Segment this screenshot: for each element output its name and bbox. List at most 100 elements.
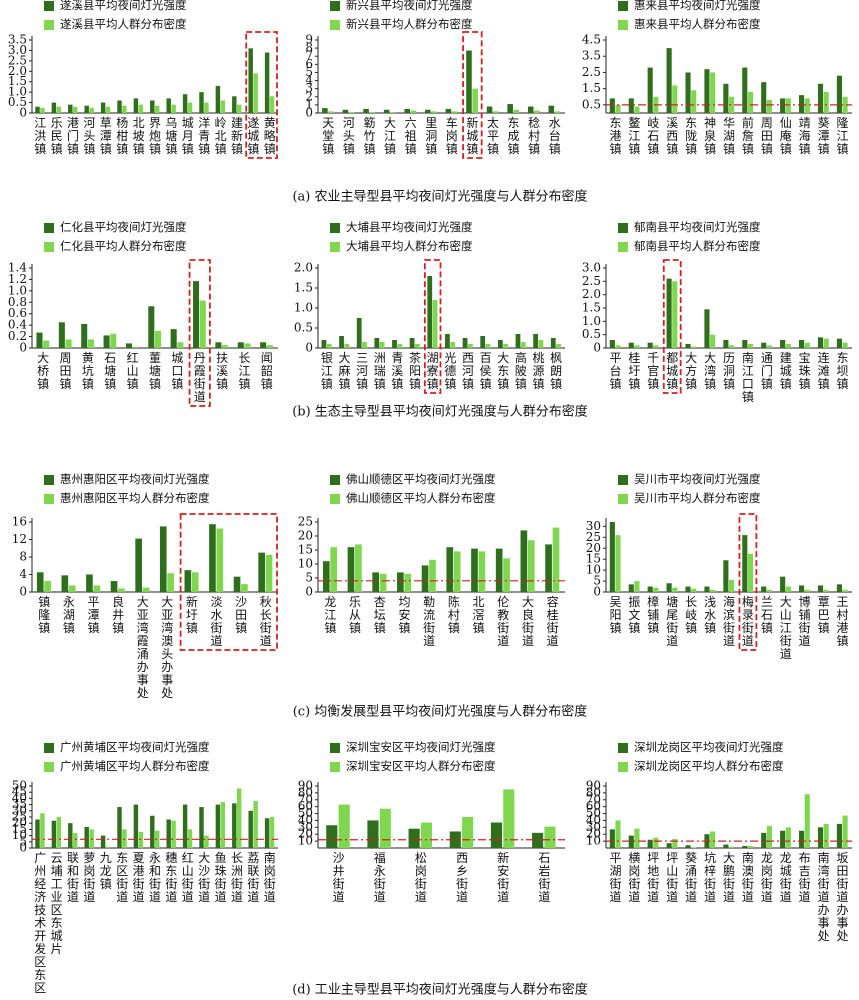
bar [392,340,397,348]
bar [723,560,729,592]
bar [634,345,640,348]
x-tick-label: 吴阳镇 [609,595,621,635]
bar [538,340,544,348]
x-tick-label: 河头镇 [83,116,95,156]
x-tick-label: 新安街道 [497,850,509,904]
bar [666,843,672,848]
x-tick-label: 勒流街道 [423,595,435,648]
bar [450,342,456,348]
caption: (a) 农业主导型县平均夜间灯光强度与人群分布密度 [292,189,587,205]
bar [89,829,94,848]
x-tick-label: 扶溪镇 [216,350,228,391]
bar [747,553,754,592]
bar [36,332,43,348]
bar [545,544,552,592]
bar [503,558,510,592]
bar [58,322,65,348]
legend-swatch [44,475,54,485]
bar [431,111,437,113]
x-tick-label: 通门镇 [761,351,773,391]
y-tick-label: 25 [298,515,313,529]
x-tick-label: 鳌江镇 [628,115,640,156]
x-tick-label: 良井镇 [112,594,124,635]
bar [432,300,438,348]
bar [100,835,106,848]
legend-swatch [330,475,340,485]
bar [204,102,209,113]
x-tick-label: 枫朗镇 [550,350,562,391]
x-tick-label: 历洞镇 [723,351,735,391]
x-tick-label: 南湾街道办事处 [818,850,830,943]
x-tick-label: 九龙镇 [100,851,112,891]
x-tick-label: 坑梓街道 [704,850,716,904]
bar [507,104,513,113]
x-tick-label: 城月镇 [182,116,194,156]
y-tick-label: 1.0 [294,301,313,315]
legend-swatch [618,1,628,11]
legend-swatch [44,20,54,30]
x-tick-label: 沙田镇 [235,595,247,635]
bar [817,585,824,592]
x-tick-label: 广州经济技术开发区东区 [34,851,46,995]
x-tick-label: 葵潭镇 [818,116,830,156]
bar [35,819,40,848]
bar [166,98,171,113]
y-tick-label: 25 [586,530,601,544]
bar [780,576,786,592]
y-tick-label: 20 [298,827,313,841]
bar [691,346,697,348]
y-tick-label: 15 [586,552,601,566]
highlight-box [738,513,758,651]
x-tick-label: 建城镇 [780,351,792,391]
bar [105,846,111,848]
x-tick-label: 云埔工业区东城片 [51,851,63,956]
bar [425,109,431,113]
bar [704,69,710,113]
bar [634,106,640,113]
x-tick-label: 岐石镇 [647,116,659,156]
bar [269,817,275,848]
legend-swatch [618,242,628,252]
bar [799,585,805,592]
legend-swatch [618,743,628,753]
x-tick-label: 乌塘镇 [165,115,177,156]
bar [742,67,748,113]
y-tick-label: 1.5 [294,281,313,295]
legend-label: 广州黄埔区平均人群分布密度 [60,759,210,773]
bar [133,804,139,848]
x-tick-label: 大麻镇 [338,351,350,391]
bar [609,829,615,848]
y-tick-label: 3.0 [8,43,27,57]
legend-swatch [44,242,54,252]
x-tick-label: 杏坛镇 [374,595,386,635]
legend-label: 吴川市平均夜间灯光强度 [634,472,761,486]
y-tick-label: 0 [19,341,27,355]
bar [260,342,267,348]
bar [330,547,338,592]
y-tick-label: 0.2 [8,329,27,343]
bar [780,340,786,348]
legend-swatch [330,494,340,504]
bar [817,83,824,113]
y-tick-label: 10 [586,834,601,848]
x-tick-label: 北坡镇 [133,116,145,156]
bar [823,589,829,592]
bar [817,827,824,848]
y-tick-label: 50 [298,806,313,820]
bar [93,585,101,592]
bar [780,830,786,848]
bar [248,48,253,113]
bar [193,281,200,348]
y-tick-label: 20 [12,816,27,830]
x-tick-label: 乐从镇 [349,595,361,635]
bar [383,109,390,113]
bar [666,48,672,113]
y-tick-label: 1.4 [8,261,27,275]
bar [653,345,659,348]
legend-label: 大埔县平均人群分布密度 [346,239,473,253]
caption: (c) 均衡发展型县平均夜间灯光强度与人群分布密度 [293,704,588,720]
x-tick-label: 王村港镇 [837,595,849,648]
legend-swatch [618,494,628,504]
bar [817,337,824,348]
y-tick-label: 0 [19,585,27,599]
